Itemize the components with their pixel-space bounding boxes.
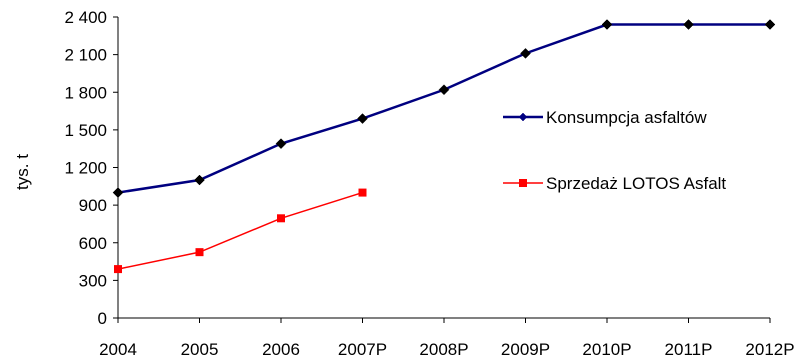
data-point xyxy=(358,188,367,197)
data-point xyxy=(357,113,368,124)
y-tick-label: 1 500 xyxy=(64,121,107,140)
series-konsumpcja xyxy=(112,19,776,198)
data-point xyxy=(114,265,122,274)
y-tick-label: 900 xyxy=(79,196,107,215)
legend-label: Sprzedaż LOTOS Asfalt xyxy=(546,174,726,193)
legend-label: Konsumpcja asfaltów xyxy=(546,108,707,127)
legend-item: Sprzedaż LOTOS Asfalt xyxy=(503,174,726,193)
legend: Konsumpcja asfaltów Sprzedaż LOTOS Asfalt xyxy=(503,108,726,193)
data-point xyxy=(112,187,124,198)
y-axis-ticks: 0 300 600 900 1 200 1 500 1 800 2 100 2 400 xyxy=(64,8,118,328)
x-tick-label: 2011P xyxy=(665,340,713,358)
y-tick-label: 1 800 xyxy=(64,83,107,102)
legend-swatch-marker xyxy=(518,112,528,122)
x-tick-label: 2010P xyxy=(582,340,631,358)
y-tick-label: 2 100 xyxy=(64,46,107,65)
data-point xyxy=(601,19,613,30)
data-point xyxy=(194,174,205,186)
x-tick-label: 2004 xyxy=(99,340,137,358)
data-point xyxy=(764,19,776,30)
series-sprzedaz xyxy=(114,188,367,274)
y-axis-title: tys. t xyxy=(13,154,32,190)
x-tick-label: 2009P xyxy=(501,340,550,358)
series-layer xyxy=(112,19,776,274)
x-tick-label: 2005 xyxy=(181,340,219,358)
y-tick-label: 2 400 xyxy=(64,8,107,27)
data-point xyxy=(683,19,694,30)
data-point xyxy=(438,84,450,96)
x-tick-label: 2007P xyxy=(338,340,387,358)
x-tick-label: 2012P xyxy=(745,340,794,358)
data-point xyxy=(195,248,204,257)
y-tick-label: 0 xyxy=(98,309,107,328)
legend-item: Konsumpcja asfaltów xyxy=(503,108,707,127)
data-point xyxy=(277,214,285,223)
x-axis-ticks: 2004 2005 2006 2007P 2008P 2009P 2010P 2011P 201… xyxy=(99,318,795,358)
legend-swatch-marker xyxy=(519,179,527,187)
x-tick-label: 2008P xyxy=(419,340,468,358)
data-point xyxy=(275,138,287,150)
data-point xyxy=(520,48,531,59)
y-tick-label: 1 200 xyxy=(64,159,107,178)
y-tick-label: 300 xyxy=(79,271,107,290)
y-tick-label: 600 xyxy=(79,234,107,253)
x-tick-label: 2006 xyxy=(262,340,300,358)
series-line xyxy=(117,191,363,270)
